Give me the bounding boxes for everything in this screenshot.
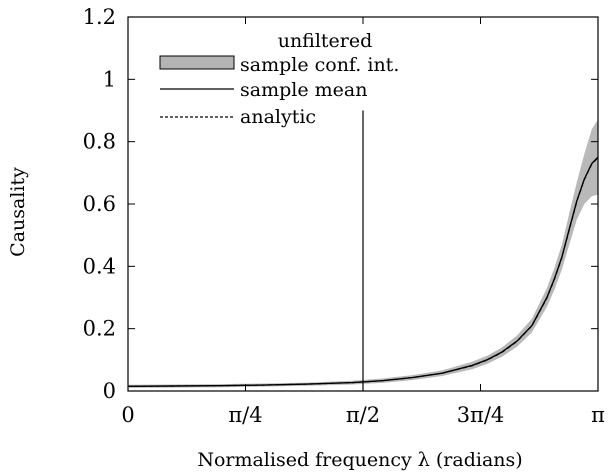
x-tick-label: 3π/4 [457, 403, 505, 427]
legend: unfiltered sample conf. int. sample mean… [159, 30, 399, 128]
y-tick-label: 0.4 [83, 254, 116, 278]
y-tick-label: 0.6 [83, 192, 116, 216]
x-tick-label: π/2 [346, 403, 380, 427]
axes: 0 0.2 0.4 0.6 0.8 1 1.2 0 π/4 π/2 3π/4 π [83, 5, 606, 427]
x-tick-label: π [591, 403, 605, 427]
y-tick-label: 1 [103, 67, 116, 91]
series-analytic-line [127, 157, 599, 387]
legend-swatch-conf-int [159, 55, 235, 70]
x-tick-label: 0 [121, 403, 134, 427]
y-tick-label: 1.2 [83, 5, 116, 29]
legend-label-sample-mean: sample mean [240, 79, 367, 101]
y-tick-label: 0.2 [83, 317, 116, 341]
x-tick-label: π/4 [228, 403, 262, 427]
y-tick-label: 0.8 [83, 130, 116, 154]
legend-label-conf-int: sample conf. int. [240, 54, 399, 76]
y-tick-label: 0 [103, 379, 116, 403]
x-axis-title: Normalised frequency λ (radians) [197, 449, 522, 471]
legend-label-analytic: analytic [240, 106, 316, 128]
y-axis-title: Causality [7, 167, 29, 257]
plot-area [127, 110, 599, 391]
legend-title: unfiltered [278, 30, 373, 52]
